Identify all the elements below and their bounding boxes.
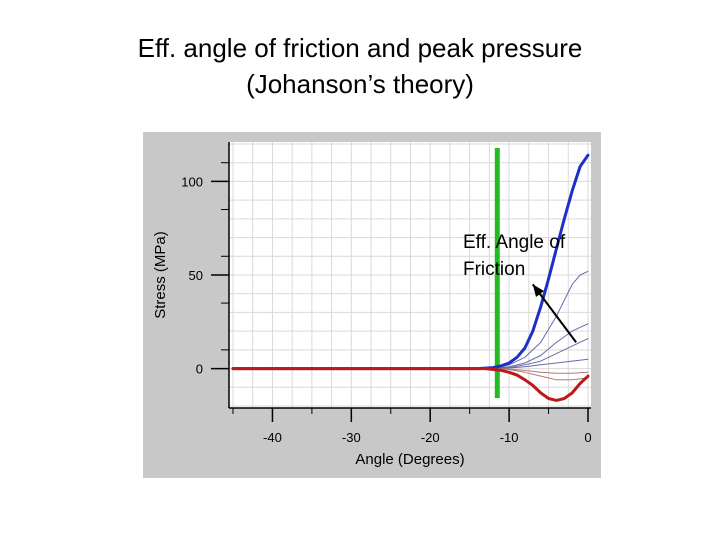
x-tick-label: 0 (584, 430, 591, 445)
y-tick-label: 100 (181, 174, 203, 189)
annotation-arrow-head (532, 284, 544, 297)
annotation-arrow (531, 283, 577, 343)
series-layer (231, 153, 590, 402)
slide-title-line1: Eff. angle of friction and peak pressure (137, 33, 583, 63)
series-line-intermediate (492, 368, 589, 381)
axes: 0 50 100 -40 -30 -20 -10 0 (181, 142, 592, 445)
y-tick-label: 50 (189, 268, 203, 283)
series-line-intermediate (492, 358, 589, 370)
slide-title-line2: (Johanson’s theory) (246, 69, 474, 99)
x-tick-label: -10 (500, 430, 519, 445)
series-line-lower (231, 367, 590, 402)
stress-chart: 0 50 100 -40 -30 -20 -10 0 Angle (Degrees) Stre… (143, 132, 601, 478)
series-line-upper (231, 153, 590, 371)
x-axis-label: Angle (Degrees) (355, 451, 464, 468)
x-tick-label: -20 (421, 430, 440, 445)
annotation-line2: Friction (463, 259, 526, 280)
x-tick-label: -30 (342, 430, 361, 445)
series-line-intermediate (492, 323, 589, 370)
annotation-arrow-shaft (531, 283, 577, 343)
annotation-label: Eff. Angle of Friction (463, 229, 565, 283)
annotation-line1: Eff. Angle of (463, 232, 566, 253)
slide-title: Eff. angle of friction and peak pressure… (0, 30, 720, 102)
y-tick-label: 0 (196, 362, 203, 377)
chart-svg: 0 50 100 -40 -30 -20 -10 0 Angle (Degrees) Stre… (143, 132, 601, 478)
series-line-intermediate (492, 270, 589, 370)
y-axis-label: Stress (MPa) (152, 231, 169, 319)
x-tick-label: -40 (263, 430, 282, 445)
